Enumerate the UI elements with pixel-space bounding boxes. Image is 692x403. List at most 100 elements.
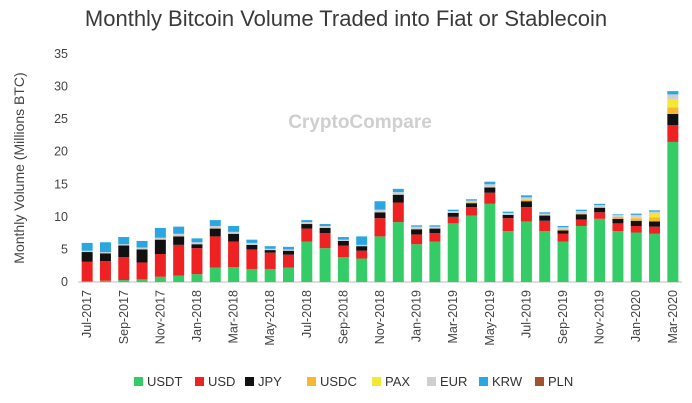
bar-segment-krw — [173, 226, 185, 234]
bar-segment-usdc — [612, 216, 624, 219]
legend-swatch-jpy — [245, 377, 254, 386]
legend: USDT USD JPY USDC PAX EUR KRW PLN — [134, 374, 573, 389]
y-tick-label: 0 — [61, 275, 68, 289]
bar-segment-krw — [447, 209, 459, 211]
bar-segment-jpy — [447, 212, 459, 217]
bar-segment-usd — [154, 253, 166, 277]
bar-segment-krw — [502, 211, 514, 213]
bar-segment-krw — [301, 220, 313, 223]
bar-segment-jpy — [191, 244, 203, 249]
bar-segment-usdt — [466, 215, 478, 282]
bar-segment-usdt — [282, 267, 294, 282]
bar-segment-usdt — [612, 231, 624, 282]
bar-segment-usdt — [301, 241, 313, 282]
chart-title: Monthly Bitcoin Volume Traded into Fiat … — [84, 6, 608, 31]
bar-segment-usdt — [99, 280, 111, 282]
bar-segment-krw — [209, 220, 221, 226]
bar-segment-usdc — [649, 217, 661, 222]
bar-segment-usd — [173, 244, 185, 276]
bar-segment-krw — [411, 225, 423, 227]
bar-segment-eur — [392, 192, 404, 195]
bar-segment-usdt — [154, 276, 166, 282]
x-tick-label: May-2019 — [483, 290, 497, 346]
bar-segment-usd — [228, 241, 240, 268]
bar-segment-eur — [502, 212, 514, 215]
bar-segment-usdt — [630, 232, 642, 282]
bar-segment-usdc — [630, 218, 642, 221]
bar-segment-usd — [392, 202, 404, 223]
bar-segment-usd — [447, 216, 459, 224]
legend-label-pln: PLN — [548, 374, 573, 389]
bar-segment-usdt — [209, 267, 221, 282]
bar-segment-krw — [81, 242, 93, 251]
bar-segment-krw — [374, 201, 386, 210]
bar-segment-eur — [173, 233, 185, 237]
bar-segment-usd — [374, 218, 386, 237]
bar-segment-jpy — [502, 214, 514, 219]
bar-segment-usdc — [667, 107, 679, 114]
bar-segment-eur — [630, 214, 642, 217]
legend-label-jpy: JPY — [258, 374, 282, 389]
bar-segment-usdt — [173, 275, 185, 282]
x-tick-label: May-2018 — [263, 290, 277, 346]
bar-segment-usd — [246, 249, 258, 269]
x-tick-label: Mar-2020 — [666, 290, 680, 344]
bar-segment-usd — [575, 219, 587, 226]
bar-segment-krw — [337, 237, 349, 240]
bar-segment-usdt — [520, 221, 532, 282]
bar-segment-usd — [612, 223, 624, 232]
bar-segment-krw — [392, 188, 404, 193]
bar-segment-jpy — [557, 230, 569, 234]
bar-segment-jpy — [429, 228, 441, 234]
bar-segment-jpy — [337, 240, 349, 246]
legend-label-usdc: USDC — [320, 374, 357, 389]
x-tick-label: Sep-2017 — [117, 290, 131, 344]
bar-segment-jpy — [154, 239, 166, 254]
bar-segment-eur — [246, 242, 258, 245]
bar-segment-krw — [118, 237, 130, 245]
bar-segment-krw — [594, 203, 606, 206]
bar-segment-usdt — [484, 203, 496, 282]
bar-segment-usd — [264, 252, 276, 269]
y-axis-label: Monthly Volume (Millions BTC) — [11, 72, 27, 263]
axes: CryptoCompare 0 5 10 15 20 25 30 35 Monthly Volum… — [11, 47, 682, 346]
bar-segment-krw — [539, 212, 551, 214]
bar-segment-jpy — [520, 201, 532, 208]
bar-segment-eur — [264, 248, 276, 251]
bar-segment-eur — [319, 225, 331, 228]
bar-segment-usd — [630, 225, 642, 233]
bar-segment-usdt — [557, 241, 569, 282]
bar-segment-usd — [209, 236, 221, 268]
legend-label-usd: USD — [208, 374, 235, 389]
legend-label-eur: EUR — [440, 374, 467, 389]
bar-segment-krw — [246, 239, 258, 243]
bar-segment-eur — [557, 227, 569, 230]
bar-segment-usdt — [118, 280, 130, 282]
bar-segment-jpy — [484, 187, 496, 193]
bar-segment-jpy — [539, 215, 551, 221]
bar-segment-krw — [319, 224, 331, 226]
bar-segment-usdc — [520, 199, 532, 202]
bar-segment-usd — [502, 218, 514, 232]
bar-segment-jpy — [246, 244, 258, 250]
y-tick-label: 30 — [54, 80, 68, 94]
y-tick-label: 35 — [54, 47, 68, 61]
bar-segment-eur — [411, 226, 423, 230]
x-tick-label: Mar-2018 — [227, 290, 241, 344]
bar-segment-usd — [667, 125, 679, 142]
bar-segment-jpy — [411, 229, 423, 235]
bar-segment-eur — [594, 205, 606, 208]
bar-segment-jpy — [173, 236, 185, 245]
bar-segment-usd — [557, 233, 569, 242]
legend-label-pax: PAX — [385, 374, 410, 389]
x-tick-label: Mar-2019 — [446, 290, 460, 344]
bar-segment-eur — [301, 222, 313, 225]
bar-segment-eur — [209, 225, 221, 229]
bar-segment-usd — [99, 261, 111, 281]
bar-segment-usdt — [319, 248, 331, 282]
bar-segment-jpy — [118, 245, 130, 258]
bar-segment-pax — [667, 99, 679, 108]
bar-segment-usd — [539, 220, 551, 232]
bar-segment-usdc — [484, 186, 496, 188]
bar-segment-usd — [319, 233, 331, 249]
